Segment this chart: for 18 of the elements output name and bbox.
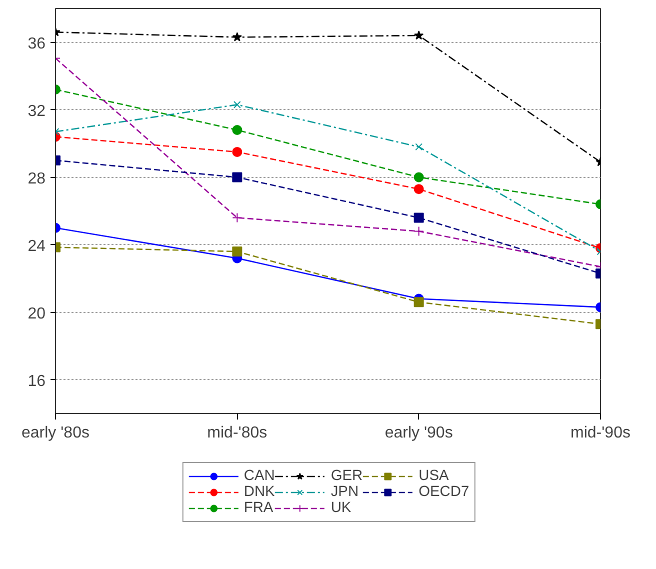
y-tick-label: 28 [28, 170, 46, 188]
legend-label: UK [330, 500, 352, 516]
y-tick-label: 36 [28, 35, 46, 52]
legend-label: JPN [330, 484, 359, 500]
y-tick-label: 16 [28, 372, 46, 390]
x-tick-label: early '90s [384, 424, 453, 442]
legend-label: GER [330, 468, 363, 484]
y-tick-label: 24 [28, 238, 46, 255]
legend-label: USA [418, 468, 449, 484]
legend-label: FRA [244, 500, 274, 516]
y-tick-label: 32 [28, 102, 46, 120]
legend-label: OECD7 [418, 484, 470, 500]
x-tick-label: early '80s [22, 424, 90, 442]
x-tick-label: mid-'90s [570, 424, 630, 442]
y-tick-label: 20 [28, 305, 46, 322]
legend-label: CAN [244, 468, 275, 484]
x-tick-label: mid-'80s [207, 424, 268, 442]
legend-label: DNK [244, 484, 275, 500]
